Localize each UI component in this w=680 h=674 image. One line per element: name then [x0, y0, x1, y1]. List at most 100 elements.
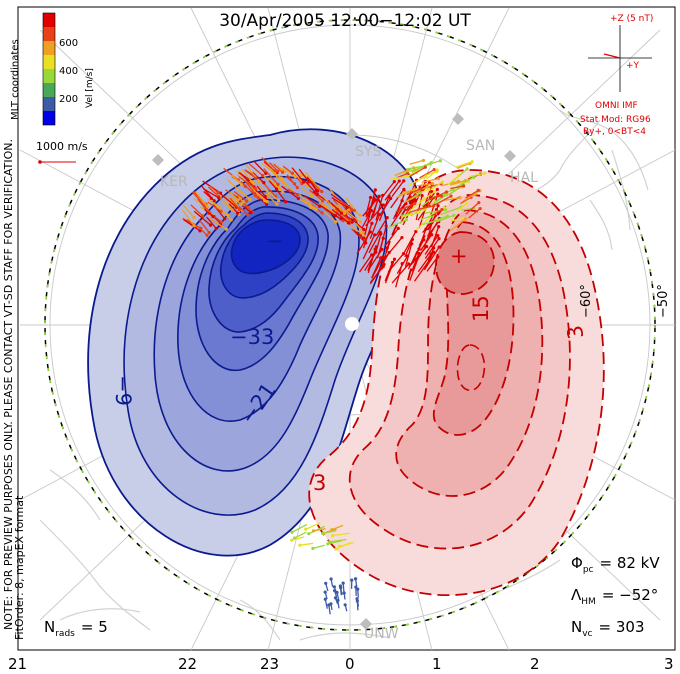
velocity-vector — [465, 189, 479, 199]
velocity-vector — [362, 223, 373, 249]
velocity-vector-origin — [229, 218, 233, 222]
velocity-vector — [405, 165, 426, 170]
velocity-vector-origin — [376, 198, 380, 202]
velocity-vector — [298, 168, 310, 183]
velocity-vector — [369, 263, 385, 285]
velocity-vector-origin — [370, 253, 374, 257]
velocity-vector — [267, 177, 284, 193]
velocity-vector-origin — [451, 188, 455, 192]
velocity-vector-origin — [397, 179, 401, 183]
velocity-vector-origin — [262, 181, 266, 185]
velocity-colorbar: 600 400 200 Vel [m/s] — [42, 12, 95, 126]
velocity-vector — [420, 234, 433, 251]
contour-label-pos-3b: 3 — [562, 323, 588, 340]
velocity-vector — [268, 180, 278, 190]
velocity-vector-origin — [464, 202, 469, 206]
velocity-vector — [275, 188, 287, 203]
mlt-label-22: 22 — [178, 655, 197, 673]
positive-potential-cell — [308, 169, 605, 597]
velocity-vector — [376, 238, 384, 259]
velocity-vector — [329, 538, 347, 543]
velocity-vector — [384, 228, 399, 247]
velocity-vector-origin — [209, 196, 213, 200]
imf-clock: +Z (5 nT) +Y OMNI IMF Stat Mod: RG96 By+… — [580, 14, 653, 137]
velocity-vector-origin — [340, 211, 344, 215]
velocity-vector — [181, 209, 195, 227]
velocity-vector-origin — [381, 236, 385, 240]
imf-clock-top-label: +Z (5 nT) — [610, 14, 653, 24]
velocity-vector — [396, 255, 409, 275]
velocity-vector — [335, 541, 352, 550]
velocity-vector-origin — [457, 173, 461, 178]
velocity-vector — [440, 206, 462, 216]
stat-model-label: Stat Mod: RG96 — [580, 115, 651, 125]
velocity-vector-origin — [372, 196, 376, 200]
velocity-vector-origin — [315, 192, 319, 196]
velocity-vector — [331, 524, 344, 531]
velocity-vector-origin — [345, 205, 349, 209]
velocity-vector — [203, 191, 212, 199]
velocity-vector-origin — [267, 191, 271, 195]
stat-n-vc: Nvc = 303 — [571, 618, 644, 639]
velocity-vector-origin — [358, 220, 362, 224]
velocity-vector — [416, 228, 427, 255]
velocity-vector-origin — [380, 247, 384, 251]
velocity-vector-origin — [379, 256, 383, 260]
velocity-vector — [331, 208, 349, 224]
velocity-vector-origin — [314, 188, 319, 192]
velocity-vector-origin — [333, 213, 338, 218]
velocity-vector — [460, 196, 472, 205]
velocity-vector — [362, 234, 376, 260]
velocity-vector-origin — [296, 196, 300, 201]
velocity-vector — [282, 165, 293, 174]
velocity-vector-origin — [370, 221, 374, 225]
velocity-vector-origin — [436, 177, 441, 181]
velocity-vector-origin — [352, 208, 356, 213]
velocity-vector-origin — [358, 213, 362, 217]
velocity-vector — [330, 202, 343, 214]
station-label-san: SAN — [466, 138, 495, 154]
velocity-vector — [400, 211, 420, 218]
velocity-vector — [365, 197, 372, 216]
plot-area: KER SYS SAN HAL UNW −33 −21 −9 − 15 3 3 … — [19, 7, 676, 651]
imf-clock-right-label: +Y — [626, 61, 640, 71]
velocity-vector — [449, 180, 466, 186]
velocity-vector-origin — [434, 208, 438, 212]
velocity-vector — [243, 202, 253, 213]
velocity-vector — [321, 194, 336, 211]
velocity-vector — [233, 190, 248, 202]
velocity-vector-origin — [384, 224, 388, 228]
velocity-vector-origin — [438, 159, 442, 163]
velocity-vector — [455, 161, 473, 168]
velocity-vector — [456, 203, 467, 212]
velocity-vector-origin — [458, 196, 462, 200]
velocity-vector-origin — [323, 590, 327, 594]
velocity-vector-origin — [389, 196, 393, 201]
velocity-vector — [294, 531, 307, 539]
velocity-vector-origin — [354, 210, 359, 214]
reference-vector-label: 1000 m/s — [36, 140, 88, 153]
velocity-vector-origin — [290, 171, 295, 175]
station-label-unw: UNW — [364, 626, 399, 642]
velocity-vector — [238, 206, 249, 216]
mlt-axis: 21 22 23 0 1 2 3 — [8, 655, 674, 673]
velocity-vector-origin — [341, 581, 345, 585]
velocity-vector — [207, 201, 222, 212]
velocity-vector-origin — [362, 236, 366, 240]
velocity-vector-origin — [462, 184, 466, 188]
velocity-vector — [421, 178, 439, 183]
velocity-vector-origin — [201, 214, 205, 218]
velocity-vector — [332, 532, 351, 537]
velocity-vector — [444, 197, 461, 201]
velocity-vector — [355, 223, 365, 235]
velocity-vector-origin — [470, 160, 474, 164]
velocity-vector — [375, 195, 384, 221]
fit-statistics: Φpc = 82 kV ΛHM = −52° Nvc = 303 Nrads = 5 — [44, 554, 660, 639]
velocity-vector — [291, 536, 305, 541]
velocity-vector-origin — [422, 197, 426, 201]
velocity-vector-origin — [441, 180, 445, 184]
velocity-vector-origin — [463, 217, 467, 221]
velocity-vector — [227, 194, 237, 205]
velocity-vector-origin — [362, 228, 366, 232]
velocity-vector — [344, 209, 361, 223]
